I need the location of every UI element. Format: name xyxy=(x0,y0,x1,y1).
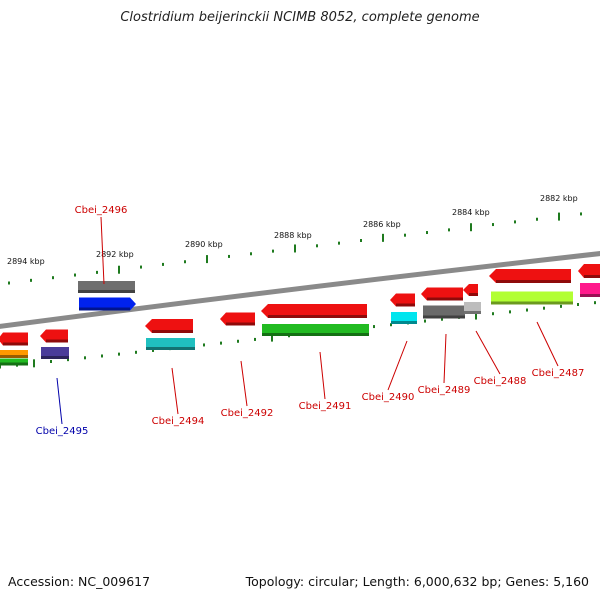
gene-callout[interactable]: Cbei_2488 xyxy=(474,330,527,387)
gene-leader-line xyxy=(240,360,248,407)
map-title: Clostridium beijerinckii NCIMB 8052, com… xyxy=(120,10,480,25)
gene-feature-shadow xyxy=(152,330,193,333)
gene-callout[interactable]: Cbei_2494 xyxy=(152,367,205,427)
gene-leader-line xyxy=(443,333,447,384)
gene-feature-shadow xyxy=(427,297,463,301)
gene-feature-shadow xyxy=(3,342,28,346)
gene-feature-shape[interactable] xyxy=(390,293,415,307)
gene-callout[interactable]: Cbei_2495 xyxy=(36,377,89,437)
gene-feature-shadow xyxy=(496,280,571,283)
gene-label[interactable]: Cbei_2487 xyxy=(532,368,585,379)
genome-summary-text: Topology: circular; Length: 6,000,632 bp… xyxy=(245,574,589,589)
gene-feature-shadow xyxy=(584,275,600,278)
gene-feature-shadow xyxy=(580,294,600,297)
gene-feature-shadow xyxy=(469,293,478,296)
scale-label: 2882 kbp xyxy=(540,194,578,203)
gene-feature-shadow xyxy=(268,315,367,318)
gene-feature-shadow xyxy=(423,315,465,319)
scale-label: 2890 kbp xyxy=(185,240,223,249)
gene-feature-shadow xyxy=(0,355,28,358)
gene-feature-shadow xyxy=(262,333,369,336)
genome-backbone xyxy=(0,251,600,329)
gene-feature-shape[interactable] xyxy=(423,305,465,319)
gene-label[interactable]: Cbei_2494 xyxy=(152,416,205,427)
gene-feature-shadow xyxy=(396,303,415,307)
gene-callout[interactable]: Cbei_2491 xyxy=(299,351,352,412)
gene-feature-shadow xyxy=(491,301,573,305)
gene-feature-shape[interactable] xyxy=(489,269,571,283)
gene-leader-line xyxy=(171,367,179,415)
gene-feature-shape[interactable] xyxy=(261,304,367,318)
scale-label: 2892 kbp xyxy=(96,250,134,259)
scale-label: 2886 kbp xyxy=(363,220,401,229)
scale-label: 2894 kbp xyxy=(7,257,45,266)
gene-feature-shape[interactable] xyxy=(145,319,193,333)
accession-text: Accession: NC_009617 xyxy=(8,574,151,589)
gene-feature-shape[interactable] xyxy=(40,329,68,343)
gene-feature-shadow xyxy=(46,339,68,343)
gene-features xyxy=(0,264,600,366)
scale-labels: 2894 kbp 2892 kbp 2890 kbp 2888 kbp 2886 kbp… xyxy=(7,194,578,266)
gene-feature-shape[interactable] xyxy=(220,312,255,326)
gene-feature-shadow xyxy=(79,307,130,311)
gene-leader-line xyxy=(387,340,408,391)
gene-feature-shadow xyxy=(0,362,28,366)
gene-label[interactable]: Cbei_2489 xyxy=(418,385,471,396)
gene-callouts: Cbei_2496 Cbei_2495 Cbei_2494 Cbei_2492 Cbei… xyxy=(36,205,585,437)
gene-feature-shadow xyxy=(226,322,255,326)
gene-callout[interactable]: Cbei_2490 xyxy=(362,340,415,403)
gene-callout[interactable]: Cbei_2492 xyxy=(221,360,274,419)
gene-label[interactable]: Cbei_2496 xyxy=(75,205,128,216)
gene-feature-shape[interactable] xyxy=(491,291,573,305)
gene-callout[interactable]: Cbei_2489 xyxy=(418,333,471,396)
gene-feature-shape[interactable] xyxy=(0,332,28,346)
gene-feature-shape[interactable] xyxy=(79,297,136,311)
gene-label[interactable]: Cbei_2491 xyxy=(299,401,352,412)
gene-label[interactable]: Cbei_2488 xyxy=(474,376,527,387)
gene-feature-shape[interactable] xyxy=(580,283,600,297)
gene-feature-shape[interactable] xyxy=(578,264,600,278)
gene-label[interactable]: Cbei_2490 xyxy=(362,392,415,403)
gene-feature-shadow xyxy=(146,347,195,350)
gene-feature-shadow xyxy=(41,356,69,359)
scale-ticks-outer xyxy=(8,212,582,285)
gene-leader-line xyxy=(475,330,501,375)
scale-label: 2888 kbp xyxy=(274,231,312,240)
gene-label[interactable]: Cbei_2492 xyxy=(221,408,274,419)
gene-leader-line xyxy=(536,321,559,367)
gene-leader-line xyxy=(319,351,326,400)
gene-label[interactable]: Cbei_2495 xyxy=(36,426,89,437)
gene-feature-shape[interactable] xyxy=(421,287,463,301)
gene-callout[interactable]: Cbei_2496 xyxy=(75,205,128,285)
gene-leader-line xyxy=(100,216,105,285)
scale-label: 2884 kbp xyxy=(452,208,490,217)
gene-feature-shadow xyxy=(78,290,135,293)
gene-leader-line xyxy=(56,377,63,425)
gene-feature-shadow xyxy=(391,321,417,324)
gene-callout[interactable]: Cbei_2487 xyxy=(532,321,585,379)
gene-feature-shadow xyxy=(464,311,481,314)
